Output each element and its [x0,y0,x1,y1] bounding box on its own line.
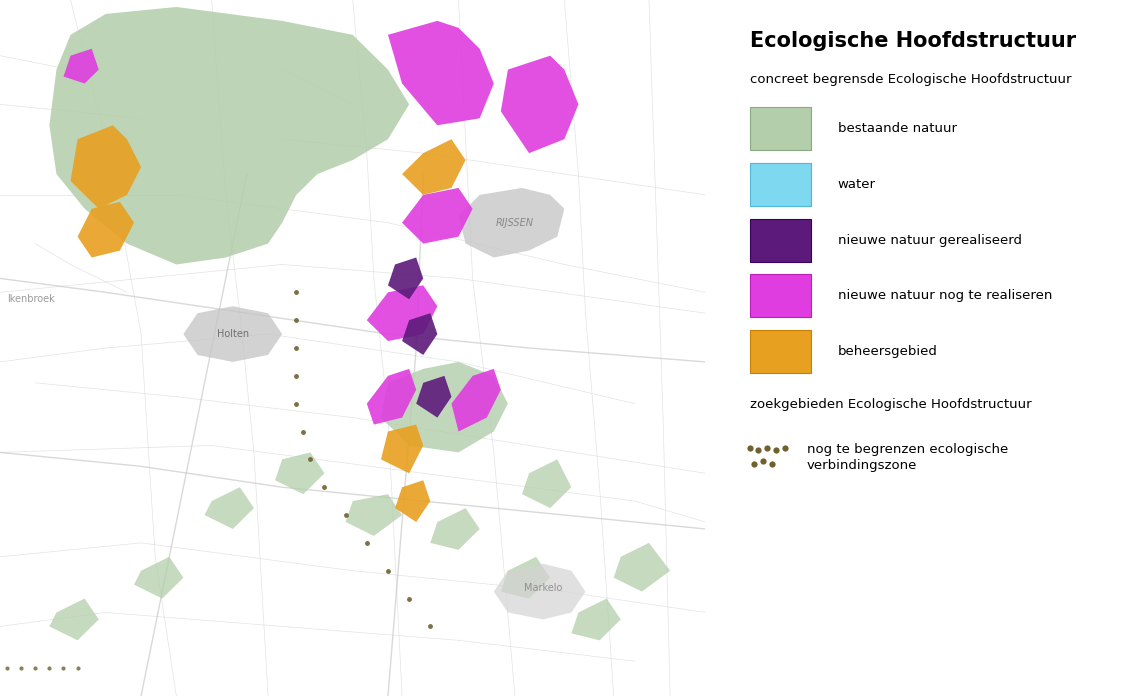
Polygon shape [403,188,473,244]
Polygon shape [388,258,423,299]
Text: Holten: Holten [217,329,249,339]
Polygon shape [367,369,416,425]
Polygon shape [430,508,479,550]
Polygon shape [571,599,621,640]
Polygon shape [452,369,501,432]
Text: RIJSSEN: RIJSSEN [496,218,535,228]
Polygon shape [403,139,466,195]
Polygon shape [381,425,423,473]
Polygon shape [71,125,141,209]
Text: nieuwe natuur nog te realiseren: nieuwe natuur nog te realiseren [837,290,1052,302]
Text: nieuwe natuur gerealiseerd: nieuwe natuur gerealiseerd [837,234,1022,246]
Polygon shape [367,285,437,341]
Bar [750,219,811,262]
Polygon shape [204,487,253,529]
Text: Markelo: Markelo [524,583,562,593]
Bar [750,274,811,317]
Polygon shape [275,452,325,494]
Polygon shape [381,362,508,452]
Polygon shape [493,564,585,619]
Polygon shape [184,306,282,362]
Bar [750,330,811,373]
Polygon shape [501,557,551,599]
Text: bestaande natuur: bestaande natuur [837,122,957,135]
Polygon shape [388,21,493,125]
Polygon shape [395,480,430,522]
Polygon shape [403,313,437,355]
Text: lkenbroek: lkenbroek [7,294,55,304]
Bar [750,107,811,150]
Polygon shape [49,7,409,264]
Polygon shape [522,459,571,508]
Polygon shape [63,49,99,84]
Text: nog te begrenzen ecologische: nog te begrenzen ecologische [807,443,1008,457]
Polygon shape [134,557,184,599]
Polygon shape [49,599,99,640]
Polygon shape [78,202,134,258]
Text: zoekgebieden Ecologische Hoofdstructuur: zoekgebieden Ecologische Hoofdstructuur [750,398,1031,411]
Polygon shape [416,376,452,418]
Polygon shape [614,543,670,592]
Text: verbindingszone: verbindingszone [807,459,918,473]
Text: water: water [837,178,876,191]
Bar [750,163,811,206]
Text: beheersgebied: beheersgebied [837,345,938,358]
Text: concreet begrensde Ecologische Hoofdstructuur: concreet begrensde Ecologische Hoofdstru… [750,73,1071,86]
Polygon shape [345,494,403,536]
Text: Ecologische Hoofdstructuur: Ecologische Hoofdstructuur [750,31,1076,52]
Polygon shape [501,56,578,153]
Polygon shape [459,188,564,258]
